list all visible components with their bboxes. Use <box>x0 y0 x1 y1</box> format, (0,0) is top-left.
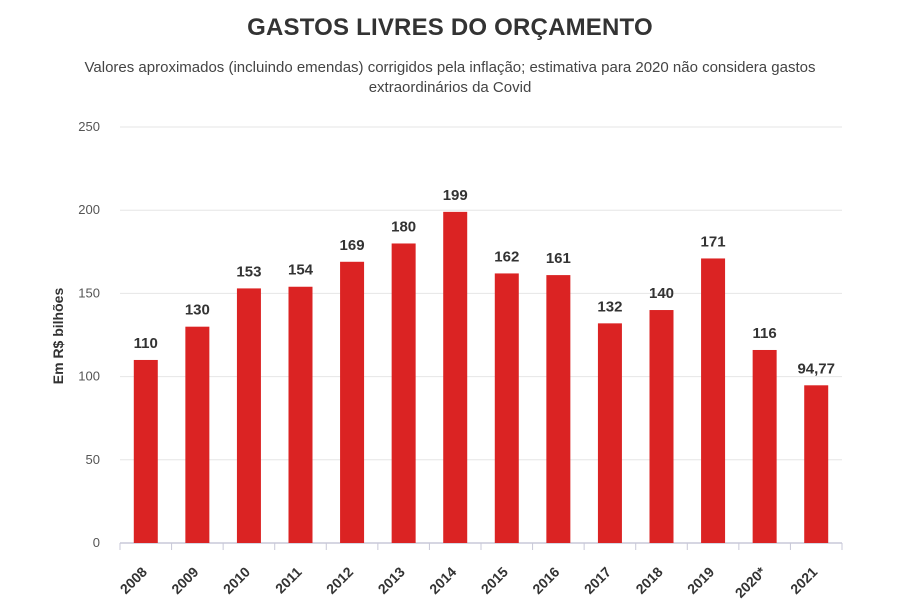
x-tick-label: 2017 <box>581 564 614 597</box>
bar <box>597 323 622 543</box>
data-label: 154 <box>288 262 314 279</box>
bar <box>340 261 365 543</box>
x-tick-label: 2019 <box>684 564 717 597</box>
bar <box>546 275 571 543</box>
y-tick-label: 0 <box>93 535 100 550</box>
bar <box>701 258 726 543</box>
x-tick-label: 2010 <box>220 564 253 597</box>
bar <box>185 326 210 543</box>
x-tick-label: 2016 <box>529 564 562 597</box>
data-label: 132 <box>597 298 622 315</box>
x-tick-label: 2012 <box>323 564 356 597</box>
x-tick-label: 2015 <box>478 564 511 597</box>
y-tick-label: 250 <box>78 119 100 134</box>
y-tick-label: 50 <box>86 452 100 467</box>
data-label: 94,77 <box>797 360 835 377</box>
x-tick-label: 2014 <box>426 564 459 597</box>
x-tick-label: 2011 <box>272 564 305 597</box>
bar <box>133 359 158 543</box>
y-tick-label: 100 <box>78 369 100 384</box>
data-label: 161 <box>546 250 571 267</box>
data-label: 171 <box>701 233 726 250</box>
bar <box>288 286 313 543</box>
bar <box>443 211 468 543</box>
y-axis-ticks: 0 50 100 150 200 250 <box>78 119 100 550</box>
data-label: 180 <box>391 218 416 235</box>
data-label: 110 <box>134 335 158 352</box>
x-tick-label: 2009 <box>168 564 201 597</box>
bar <box>804 385 829 543</box>
bar <box>236 288 261 543</box>
bar <box>391 243 416 544</box>
y-tick-label: 150 <box>78 285 100 300</box>
y-tick-label: 200 <box>78 202 100 217</box>
data-label: 116 <box>753 325 777 342</box>
y-axis-label: Em R$ bilhões <box>50 288 66 385</box>
bars <box>133 211 829 544</box>
data-label: 199 <box>443 187 468 204</box>
x-tick-label: 2013 <box>375 564 408 597</box>
data-label: 140 <box>649 285 674 302</box>
grid-lines <box>120 126 842 544</box>
chart-subtitle: Valores aproximados (incluindo emendas) … <box>84 59 816 96</box>
x-axis-ticks: 2008 2009 2010 2011 2012 2013 2014 2015 2016 2017… <box>117 543 843 601</box>
x-tick-label: 2020* <box>732 563 770 601</box>
data-label: 162 <box>494 248 519 265</box>
data-label: 169 <box>340 237 365 254</box>
x-tick-label: 2018 <box>632 564 665 597</box>
data-label: 130 <box>185 302 210 319</box>
x-tick-label: 2008 <box>117 564 150 597</box>
x-tick-label: 2021 <box>787 564 820 597</box>
chart-title: GASTOS LIVRES DO ORÇAMENTO <box>247 14 653 41</box>
bar <box>649 310 674 543</box>
bar <box>752 349 777 543</box>
data-labels: 110 130 153 154 169 180 199 162 161 132 140 171 116 9… <box>134 187 835 377</box>
bar <box>494 273 519 543</box>
data-label: 153 <box>236 263 261 280</box>
